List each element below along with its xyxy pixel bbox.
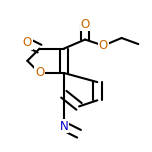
Text: O: O	[99, 39, 108, 52]
Text: N: N	[59, 120, 68, 133]
Text: O: O	[81, 18, 90, 31]
Text: O: O	[35, 66, 44, 79]
Text: O: O	[23, 36, 32, 49]
